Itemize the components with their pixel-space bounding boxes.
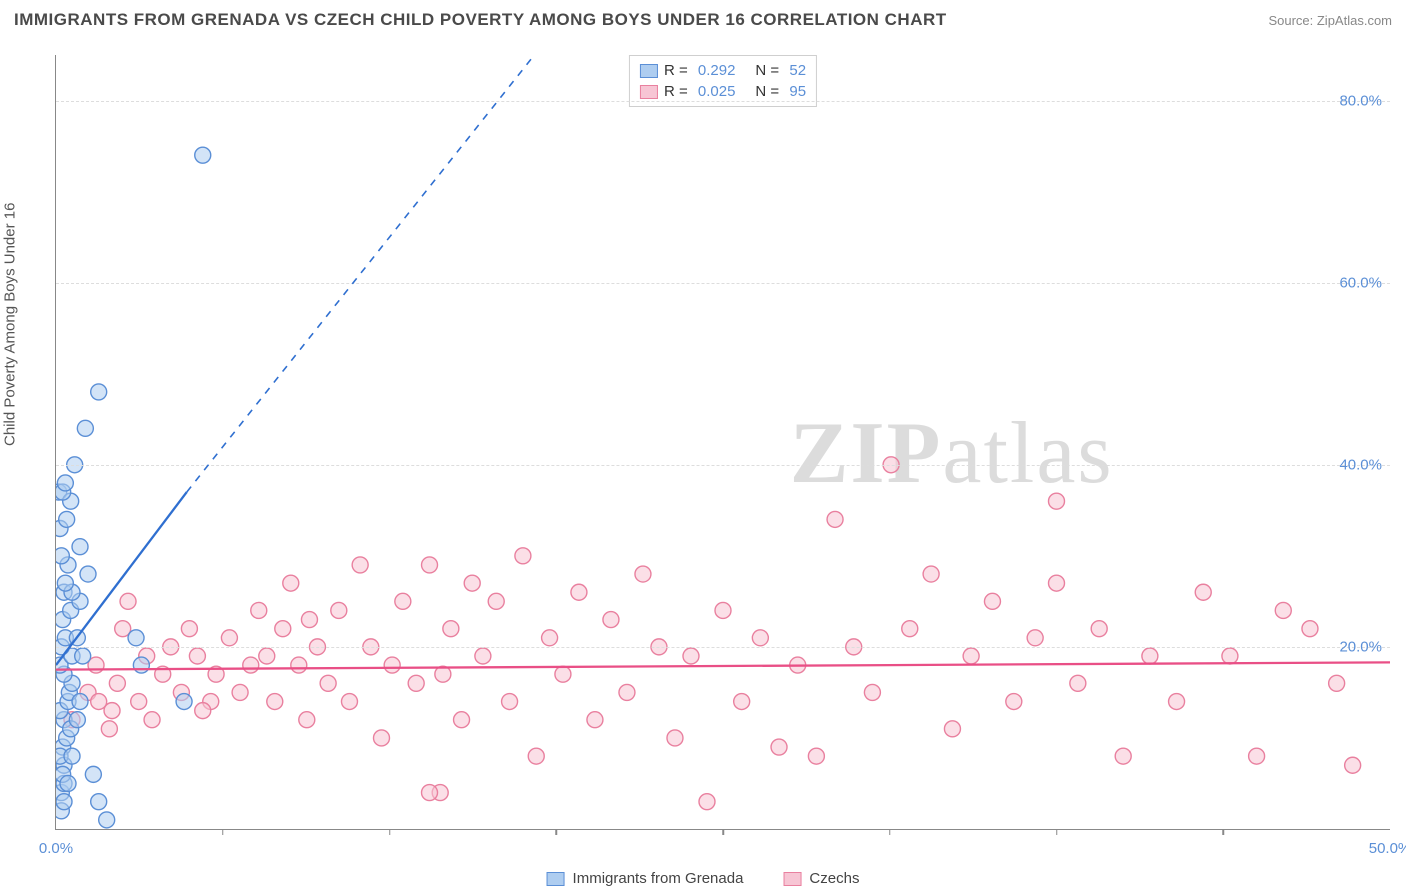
x-tick-label: 0.0% — [39, 840, 73, 857]
legend-item-1: Czechs — [783, 870, 859, 887]
regression-line — [56, 492, 187, 665]
legend-bottom-swatch-0 — [547, 872, 565, 886]
x-tick-mark — [889, 829, 891, 835]
chart-title: IMMIGRANTS FROM GRENADA VS CZECH CHILD P… — [14, 10, 947, 30]
x-tick-label: 50.0% — [1369, 840, 1406, 857]
regression-lines-layer — [56, 55, 1390, 829]
x-tick-mark — [1223, 829, 1225, 835]
x-tick-mark — [389, 829, 391, 835]
legend-series-label-1: Czechs — [809, 870, 859, 887]
regression-line-extrapolated — [187, 55, 643, 492]
legend-item-0: Immigrants from Grenada — [547, 870, 744, 887]
x-tick-mark — [556, 829, 558, 835]
x-tick-mark — [722, 829, 724, 835]
legend-bottom-swatch-1 — [783, 872, 801, 886]
legend-series: Immigrants from Grenada Czechs — [547, 870, 860, 887]
regression-line — [56, 662, 1390, 669]
plot-area: ZIPatlas R = 0.292 N = 52 R = 0.025 N = … — [55, 55, 1390, 830]
legend-series-label-0: Immigrants from Grenada — [573, 870, 744, 887]
x-tick-mark — [222, 829, 224, 835]
source-label: Source: ZipAtlas.com — [1268, 13, 1392, 28]
title-bar: IMMIGRANTS FROM GRENADA VS CZECH CHILD P… — [14, 10, 1392, 30]
x-tick-mark — [1056, 829, 1058, 835]
y-axis-label: Child Poverty Among Boys Under 16 — [2, 203, 19, 446]
